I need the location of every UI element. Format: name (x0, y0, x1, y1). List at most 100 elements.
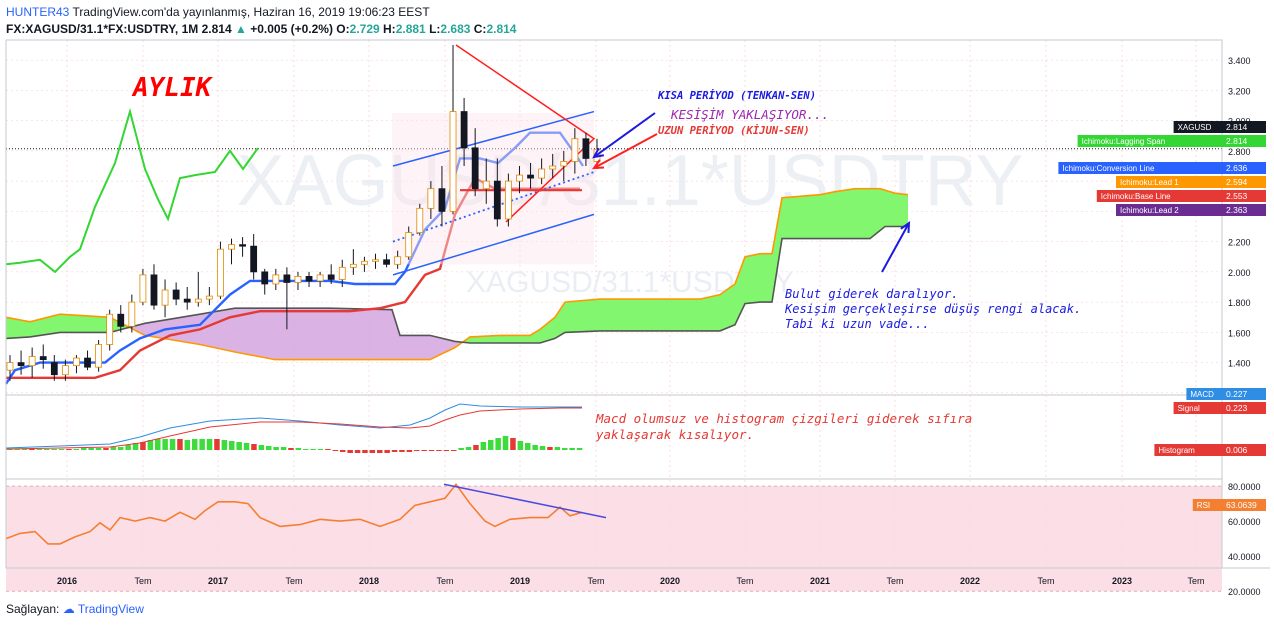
price-label[interactable]: XAGUSD 2.814 (1173, 121, 1266, 133)
price-label[interactable]: MACD 0.227 (1186, 388, 1266, 400)
histogram-bar (236, 442, 242, 450)
histogram-bar (221, 440, 228, 450)
cloud-up-area (464, 188, 908, 343)
price-label-value: 2.363 (1226, 205, 1248, 215)
candle-up (349, 263, 357, 268)
price-label-bg (1173, 402, 1222, 414)
candle-down (582, 138, 590, 159)
histogram-bar (399, 450, 405, 452)
macd-line (5, 403, 582, 449)
histogram-bar (510, 438, 516, 450)
tradingview-link[interactable]: TradingView (77, 602, 144, 616)
histogram-bar (103, 448, 109, 450)
histogram-bar (29, 449, 35, 450)
histogram-bar (354, 450, 361, 453)
chart-header-line2: FX:XAGUSD/31.1*FX:USDTRY, 1M 2.814 ▲ +0.… (6, 22, 516, 36)
low-value: 2.683 (440, 22, 471, 36)
histogram-bar (443, 450, 450, 451)
price-label[interactable]: RSI 63.0639 (1192, 499, 1266, 511)
cloud-note: Bulut giderek daralıyor. (785, 287, 958, 301)
histogram-bar (362, 450, 368, 453)
histogram-bar (480, 442, 487, 450)
red-arrow-head (591, 159, 605, 170)
histogram-bar (229, 441, 235, 450)
candle-up (538, 168, 546, 179)
candle-up (361, 260, 368, 265)
time-tick-label: 2017 (208, 576, 228, 586)
histogram-bar (539, 446, 546, 450)
candle-up (504, 180, 512, 220)
price-label-value: 63.0639 (1226, 500, 1257, 510)
histogram-bar (347, 450, 353, 453)
price-label[interactable]: Signal 0.223 (1173, 402, 1266, 414)
histogram-bar (118, 447, 124, 450)
base-line (6, 176, 580, 379)
price-tick-label: 1.600 (1228, 328, 1251, 338)
price-tick-label: 3.400 (1228, 56, 1251, 66)
kesisim-note: KESİŞİM YAKLAŞIYOR... (670, 107, 829, 122)
candle-up (205, 295, 213, 300)
histogram-bar (576, 448, 583, 450)
histogram-bar (406, 450, 413, 452)
histogram-bar (266, 446, 272, 450)
channel-bottom (392, 213, 595, 276)
macd-note: yaklaşarak kısalıyor. (595, 427, 754, 442)
last-price: 2.814 (201, 22, 232, 36)
price-label[interactable]: Histogram 0.006 (1154, 444, 1266, 456)
price-label-text: Signal (1178, 404, 1200, 413)
range-box (392, 113, 594, 265)
price-label[interactable]: Ichimoku:Base Line 2.553 (1096, 190, 1266, 202)
price-label[interactable]: Ichimoku:Lagging Span 2.814 (1077, 135, 1266, 147)
histogram-bar (162, 439, 168, 450)
histogram-bar (251, 444, 257, 450)
triangle-lines (455, 44, 596, 223)
macd-pane (5, 403, 583, 453)
price-label-value-bg (1222, 402, 1266, 414)
histogram-bar (14, 449, 20, 450)
channel-top (392, 110, 595, 167)
channel-mid (392, 171, 595, 243)
time-tick-label: 2016 (57, 576, 77, 586)
candle-down (261, 271, 269, 285)
time-tick-label: Tem (134, 576, 151, 586)
histogram-bar (66, 449, 72, 450)
price-label-text: Ichimoku:Lead 1 (1120, 178, 1179, 187)
histogram-bar (184, 440, 191, 450)
histogram-bar (465, 447, 472, 450)
candle-up (416, 207, 424, 233)
histogram-bar (51, 449, 57, 450)
price-label-value: 0.227 (1226, 389, 1248, 399)
up-triangle-icon: ▲ (234, 22, 247, 36)
candle-down (50, 362, 58, 376)
histogram-bar (147, 440, 154, 450)
time-tick-label: 2019 (510, 576, 530, 586)
candle-up (427, 188, 435, 209)
rsi-divergence-line (443, 483, 607, 519)
candle-down (283, 274, 291, 283)
histogram-bar (458, 448, 464, 450)
candle-up (516, 174, 523, 182)
price-label-text: Ichimoku:Lagging Span (1082, 137, 1166, 146)
price-label-value-bg (1222, 176, 1266, 188)
price-label[interactable]: Ichimoku:Lead 1 2.594 (1116, 176, 1266, 188)
cloud-arrow (881, 222, 910, 273)
candle-up (394, 256, 402, 265)
candle-down (150, 274, 158, 306)
histogram-bar (44, 449, 50, 450)
time-tick-label: Tem (285, 576, 302, 586)
candle-down (438, 188, 446, 212)
candle-up (372, 259, 379, 262)
close-label: C: (473, 22, 487, 36)
price-tick-label: 2.000 (1228, 268, 1251, 278)
tradingview-logo-icon[interactable]: ☁ (62, 602, 75, 616)
price-label[interactable]: Ichimoku:Conversion Line 2.636 (1058, 162, 1266, 174)
price-tick-label: 2.200 (1228, 238, 1251, 248)
author-name[interactable]: HUNTER43 (6, 5, 70, 19)
price-label-value-bg (1222, 162, 1266, 174)
candle-down (460, 111, 468, 149)
price-label[interactable]: Ichimoku:Lead 2 2.363 (1116, 204, 1266, 216)
histogram-bar (36, 449, 43, 450)
time-tick-label: 2018 (359, 576, 379, 586)
histogram-bar (377, 450, 383, 453)
